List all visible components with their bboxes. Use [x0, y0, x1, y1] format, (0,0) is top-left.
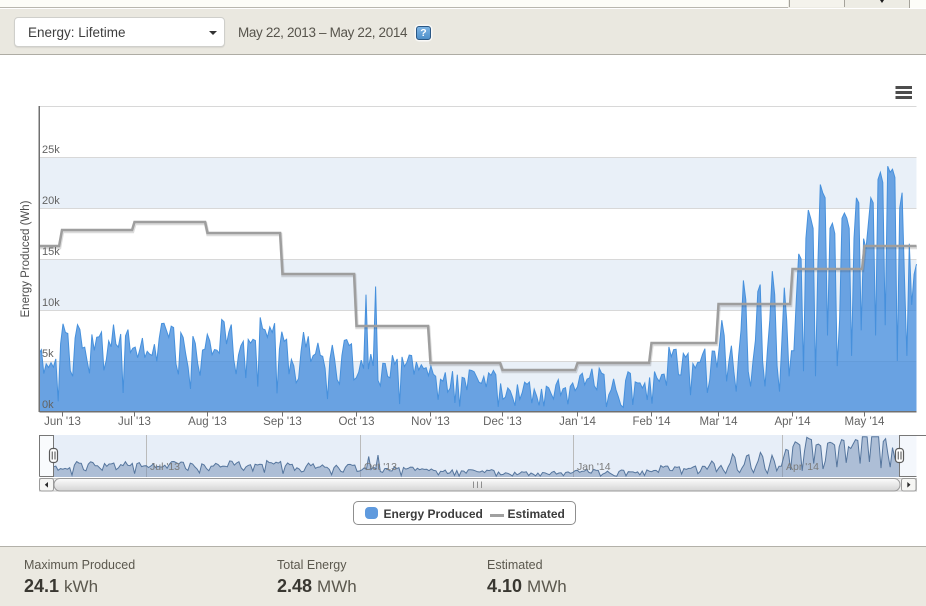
svg-text:5k: 5k	[42, 348, 54, 360]
svg-text:Jul '13: Jul '13	[118, 416, 151, 428]
svg-text:Dec '13: Dec '13	[483, 416, 522, 428]
svg-text:Mar '14: Mar '14	[700, 416, 739, 428]
svg-text:Apr '14: Apr '14	[786, 461, 819, 473]
svg-text:Jul '13: Jul '13	[150, 461, 180, 473]
svg-text:Nov '13: Nov '13	[411, 416, 450, 428]
svg-text:Jan '14: Jan '14	[559, 416, 596, 428]
svg-text:0k: 0k	[42, 399, 54, 411]
svg-text:Feb '14: Feb '14	[633, 416, 672, 428]
svg-text:Energy Produced (Wh): Energy Produced (Wh)	[20, 200, 32, 317]
svg-text:Oct '13: Oct '13	[338, 416, 374, 428]
svg-text:25k: 25k	[42, 144, 60, 156]
svg-text:Sep '13: Sep '13	[263, 416, 302, 428]
svg-text:May '14: May '14	[845, 416, 886, 428]
svg-text:15k: 15k	[42, 246, 60, 258]
svg-text:10k: 10k	[42, 297, 60, 309]
svg-text:Oct '13: Oct '13	[364, 461, 397, 473]
svg-text:Aug '13: Aug '13	[188, 416, 227, 428]
svg-text:Apr '14: Apr '14	[774, 416, 811, 428]
svg-text:Jun '13: Jun '13	[44, 416, 81, 428]
svg-text:Jan '14: Jan '14	[577, 461, 611, 473]
svg-text:20k: 20k	[42, 195, 60, 207]
